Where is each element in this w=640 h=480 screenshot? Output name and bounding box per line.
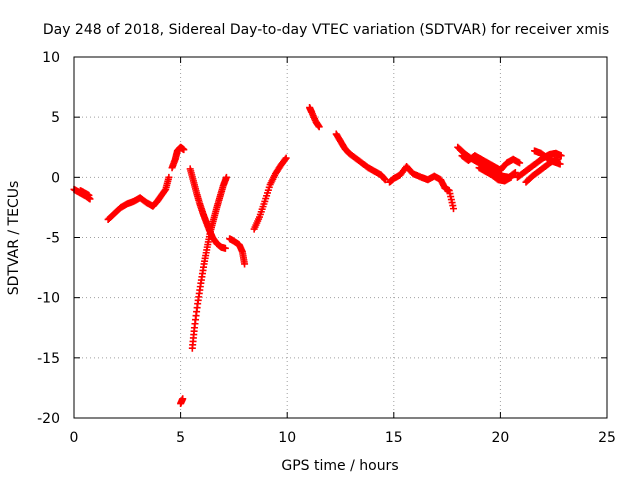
series-arc-4 bbox=[168, 143, 188, 172]
data-point bbox=[86, 195, 94, 203]
data-point bbox=[85, 191, 93, 199]
y-tick-label: 0 bbox=[51, 170, 60, 186]
series-arc-3 bbox=[104, 173, 173, 223]
series-arc-9 bbox=[250, 154, 290, 233]
y-tick-label: -15 bbox=[37, 351, 60, 367]
x-tick-label: 0 bbox=[70, 430, 79, 446]
data-point bbox=[449, 205, 457, 213]
data-point bbox=[381, 176, 389, 184]
data-point bbox=[516, 159, 524, 167]
x-tick-label: 5 bbox=[176, 430, 185, 446]
series-arc-14 bbox=[458, 152, 524, 174]
x-tick-label: 20 bbox=[491, 430, 509, 446]
data-point bbox=[165, 173, 173, 181]
series-arc-16 bbox=[513, 149, 565, 181]
series-arc-7 bbox=[186, 165, 229, 252]
y-tick-label: 5 bbox=[51, 110, 60, 126]
chart-title: Day 248 of 2018, Sidereal Day-to-day VTE… bbox=[43, 22, 609, 38]
data-point bbox=[556, 160, 564, 168]
ticks: 0 5 10 15 20 25 -20 -15 -10 -5 0 5 10 bbox=[37, 50, 616, 446]
series-arc-5 bbox=[177, 395, 187, 408]
y-tick-label: -10 bbox=[37, 291, 60, 307]
y-tick-label: -20 bbox=[37, 411, 60, 427]
data-point bbox=[179, 395, 187, 403]
series-arc-12 bbox=[386, 163, 457, 213]
series-arc-6 bbox=[188, 173, 230, 352]
data-point bbox=[507, 173, 515, 181]
plot-frame bbox=[73, 56, 608, 419]
x-tick-label: 10 bbox=[278, 430, 296, 446]
data-point bbox=[557, 152, 565, 160]
y-axis-label: SDTVAR / TECUs bbox=[6, 181, 22, 296]
data-point bbox=[282, 154, 290, 162]
y-tick-label: -5 bbox=[46, 231, 60, 247]
x-tick-label: 25 bbox=[598, 430, 616, 446]
series-arc-18 bbox=[531, 147, 564, 168]
series-arc-10 bbox=[306, 104, 323, 131]
data-point bbox=[281, 155, 289, 163]
data-point bbox=[222, 173, 230, 181]
series-arc-15 bbox=[475, 164, 515, 185]
series-arc-11 bbox=[332, 130, 389, 184]
data-points bbox=[70, 104, 565, 408]
data-point bbox=[221, 244, 229, 252]
x-tick-label: 15 bbox=[385, 430, 403, 446]
y-tick-label: 10 bbox=[42, 50, 60, 66]
data-point bbox=[315, 123, 323, 131]
series-arc-2 bbox=[76, 187, 93, 199]
series-arc-8 bbox=[226, 235, 249, 268]
x-axis-label: GPS time / hours bbox=[281, 458, 398, 474]
data-point bbox=[511, 169, 519, 177]
data-point bbox=[510, 169, 518, 177]
data-point bbox=[180, 146, 188, 154]
data-point bbox=[241, 260, 249, 268]
